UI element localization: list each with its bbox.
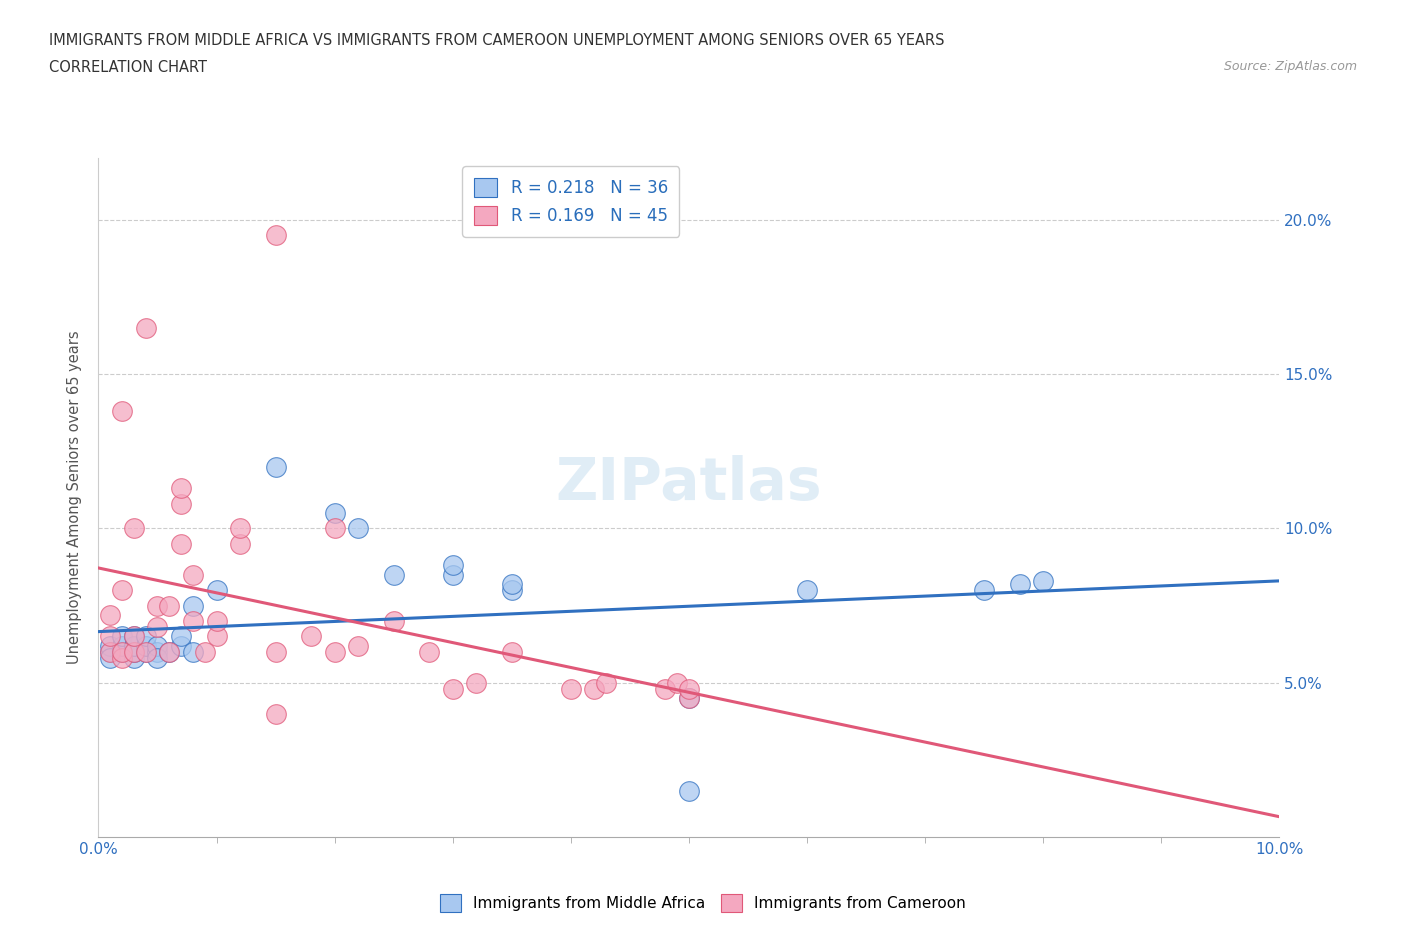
Point bbox=[122, 651, 145, 666]
Point bbox=[135, 638, 157, 653]
Point bbox=[98, 644, 121, 659]
Point bbox=[654, 682, 676, 697]
Point bbox=[146, 619, 169, 634]
Point bbox=[796, 583, 818, 598]
Y-axis label: Unemployment Among Seniors over 65 years: Unemployment Among Seniors over 65 years bbox=[67, 331, 83, 664]
Point bbox=[135, 320, 157, 335]
Point bbox=[264, 706, 287, 721]
Point bbox=[181, 598, 204, 613]
Text: IMMIGRANTS FROM MIDDLE AFRICA VS IMMIGRANTS FROM CAMEROON UNEMPLOYMENT AMONG SEN: IMMIGRANTS FROM MIDDLE AFRICA VS IMMIGRA… bbox=[49, 33, 945, 47]
Point bbox=[560, 682, 582, 697]
Point bbox=[465, 675, 488, 690]
Point bbox=[264, 228, 287, 243]
Legend: Immigrants from Middle Africa, Immigrants from Cameroon: Immigrants from Middle Africa, Immigrant… bbox=[433, 888, 973, 918]
Point bbox=[98, 629, 121, 644]
Point bbox=[181, 567, 204, 582]
Point bbox=[146, 598, 169, 613]
Point bbox=[678, 783, 700, 798]
Point bbox=[122, 638, 145, 653]
Point bbox=[98, 651, 121, 666]
Point bbox=[135, 644, 157, 659]
Point bbox=[146, 644, 169, 659]
Point bbox=[441, 682, 464, 697]
Point bbox=[122, 644, 145, 659]
Point bbox=[973, 583, 995, 598]
Point bbox=[146, 651, 169, 666]
Point bbox=[501, 583, 523, 598]
Point bbox=[666, 675, 689, 690]
Point bbox=[170, 537, 193, 551]
Point bbox=[157, 598, 180, 613]
Point bbox=[122, 629, 145, 644]
Point bbox=[122, 644, 145, 659]
Point bbox=[418, 644, 440, 659]
Point bbox=[441, 567, 464, 582]
Point bbox=[678, 691, 700, 706]
Point bbox=[323, 506, 346, 521]
Point bbox=[205, 629, 228, 644]
Point bbox=[382, 614, 405, 629]
Text: Source: ZipAtlas.com: Source: ZipAtlas.com bbox=[1223, 60, 1357, 73]
Point bbox=[111, 644, 134, 659]
Point bbox=[323, 644, 346, 659]
Point bbox=[98, 644, 121, 659]
Point bbox=[146, 638, 169, 653]
Point bbox=[111, 629, 134, 644]
Point bbox=[501, 644, 523, 659]
Point bbox=[382, 567, 405, 582]
Point bbox=[595, 675, 617, 690]
Point bbox=[135, 629, 157, 644]
Point bbox=[678, 691, 700, 706]
Point bbox=[1032, 574, 1054, 589]
Point bbox=[157, 644, 180, 659]
Point bbox=[1008, 577, 1031, 591]
Point bbox=[347, 638, 370, 653]
Text: CORRELATION CHART: CORRELATION CHART bbox=[49, 60, 207, 75]
Point bbox=[181, 644, 204, 659]
Point bbox=[299, 629, 322, 644]
Point bbox=[111, 644, 134, 659]
Point bbox=[111, 638, 134, 653]
Point bbox=[157, 644, 180, 659]
Point bbox=[583, 682, 606, 697]
Point bbox=[323, 521, 346, 536]
Point bbox=[170, 629, 193, 644]
Point bbox=[122, 629, 145, 644]
Point bbox=[205, 583, 228, 598]
Point bbox=[441, 558, 464, 573]
Point bbox=[264, 644, 287, 659]
Point bbox=[170, 481, 193, 496]
Point bbox=[135, 644, 157, 659]
Point bbox=[229, 521, 252, 536]
Point bbox=[111, 583, 134, 598]
Point bbox=[170, 638, 193, 653]
Point bbox=[205, 614, 228, 629]
Point bbox=[347, 521, 370, 536]
Point bbox=[170, 497, 193, 512]
Text: ZIPatlas: ZIPatlas bbox=[555, 456, 823, 512]
Point bbox=[111, 404, 134, 418]
Point bbox=[194, 644, 217, 659]
Point bbox=[501, 577, 523, 591]
Point bbox=[678, 682, 700, 697]
Point bbox=[229, 537, 252, 551]
Point bbox=[122, 521, 145, 536]
Point bbox=[98, 607, 121, 622]
Point bbox=[98, 638, 121, 653]
Point bbox=[181, 614, 204, 629]
Point bbox=[111, 651, 134, 666]
Legend: R = 0.218   N = 36, R = 0.169   N = 45: R = 0.218 N = 36, R = 0.169 N = 45 bbox=[463, 166, 679, 236]
Point bbox=[264, 459, 287, 474]
